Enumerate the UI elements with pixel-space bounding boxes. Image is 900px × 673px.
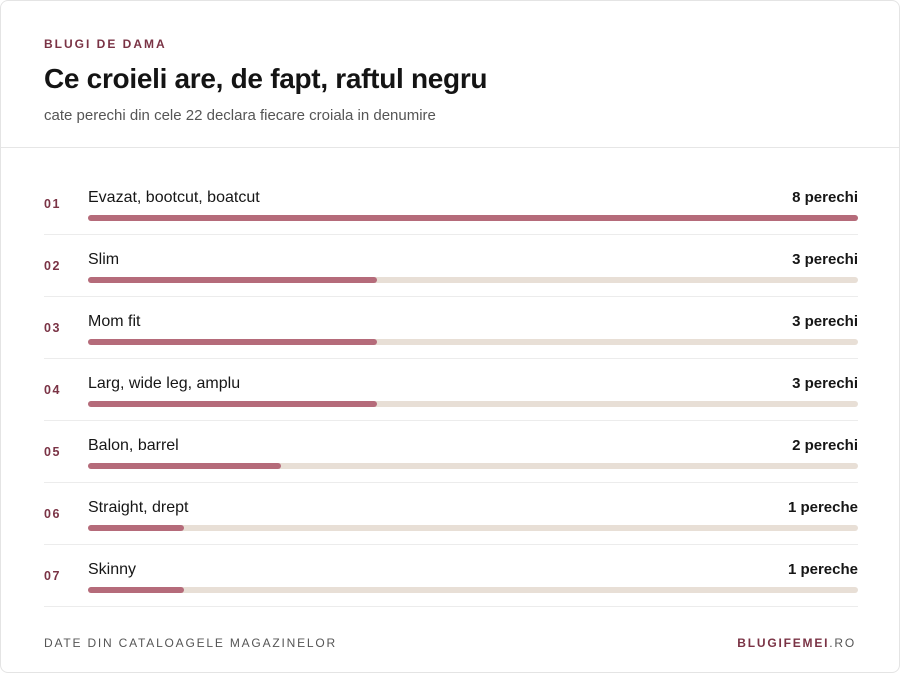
brand-credit: BLUGIFEMEI.RO <box>737 636 856 650</box>
bar-label: Straight, drept <box>88 499 189 516</box>
bar-row: 04 Larg, wide leg, amplu 3 perechi <box>44 359 858 421</box>
bar-rank: 02 <box>44 259 61 273</box>
brand-name: BLUGIFEMEI <box>737 636 830 650</box>
brand-tld: .RO <box>829 636 856 650</box>
bar-value-label: 2 perechi <box>792 437 858 454</box>
bar-track <box>88 215 858 221</box>
chart-header: BLUGI DE DAMA Ce croieli are, de fapt, r… <box>1 1 899 148</box>
bar-row: 05 Balon, barrel 2 perechi <box>44 421 858 483</box>
bar-value-label: 3 perechi <box>792 375 858 392</box>
chart-subtitle: cate perechi din cele 22 declara fiecare… <box>44 107 436 124</box>
bar-label: Mom fit <box>88 313 141 330</box>
bar-rank: 06 <box>44 507 61 521</box>
bar-rank: 04 <box>44 383 61 397</box>
bar-track <box>88 277 858 283</box>
bar-row: 07 Skinny 1 pereche <box>44 545 858 607</box>
source-note: DATE DIN CATALOAGELE MAGAZINELOR <box>44 636 337 650</box>
bar-value-label: 3 perechi <box>792 251 858 268</box>
bar-label: Skinny <box>88 561 137 578</box>
bar-track <box>88 339 858 345</box>
bar-track <box>88 525 858 531</box>
bar-value-label: 1 pereche <box>787 499 858 516</box>
bar-value-label: 1 pereche <box>787 561 858 578</box>
eyebrow-label: BLUGI DE DAMA <box>44 37 167 51</box>
bar-label: Larg, wide leg, amplu <box>88 375 241 392</box>
bar-list: 01 Evazat, bootcut, boatcut 8 perechi 02 Sli… <box>44 173 858 607</box>
bar-row: 01 Evazat, bootcut, boatcut 8 perechi <box>44 173 858 235</box>
bar-track <box>88 463 858 469</box>
bar-row: 06 Straight, drept 1 pereche <box>44 483 858 545</box>
chart-title: Ce croieli are, de fapt, raftul negru <box>44 63 488 94</box>
bar <box>88 587 185 593</box>
bar-row: 03 Mom fit 3 perechi <box>44 297 858 359</box>
bar-track <box>88 401 858 407</box>
bar-rank: 05 <box>44 445 61 459</box>
bar <box>88 339 377 345</box>
bar <box>88 463 281 469</box>
bar-label: Slim <box>88 251 120 268</box>
bar <box>88 525 185 531</box>
bar-track <box>88 587 858 593</box>
bar-rank: 07 <box>44 569 61 583</box>
bar-rank: 03 <box>44 321 61 335</box>
bar-value-label: 3 perechi <box>792 313 858 330</box>
bar-rank: 01 <box>44 197 61 211</box>
bar-label: Balon, barrel <box>88 437 179 454</box>
bar-value-label: 8 perechi <box>792 189 858 206</box>
bar <box>88 401 377 407</box>
bar-label: Evazat, bootcut, boatcut <box>88 189 260 206</box>
bar <box>88 215 858 221</box>
bar <box>88 277 377 283</box>
bar-row: 02 Slim 3 perechi <box>44 235 858 297</box>
